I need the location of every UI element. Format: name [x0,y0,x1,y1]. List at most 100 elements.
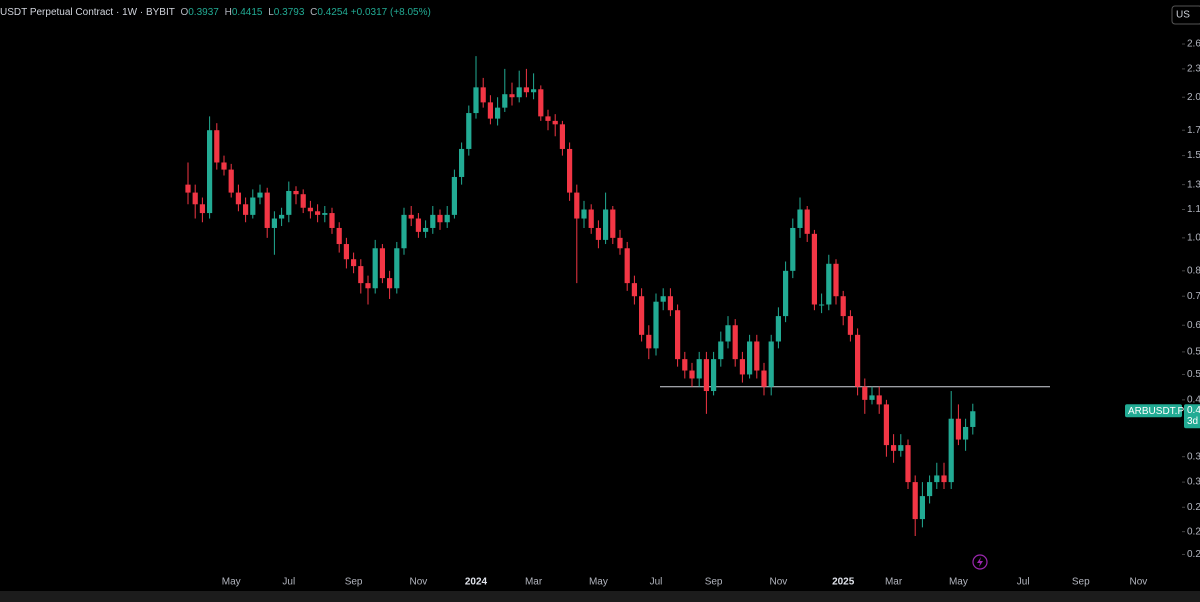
candle-body [423,227,429,232]
candle-body [653,301,659,349]
candle-body [898,445,904,451]
candle-body [819,304,825,306]
price-tag-countdown: 3d [1187,416,1198,427]
candle-body [459,148,465,177]
candle-body [927,482,933,497]
y-tick-label: 0.6 [1187,320,1200,331]
candle-body [970,411,976,427]
candle-body [401,214,407,249]
candle-body [221,162,227,170]
candle-body [437,214,443,223]
candle-body [192,192,198,205]
candle-body [631,283,637,297]
candle-body [855,334,861,387]
y-tick-label: 1.5 [1187,150,1200,161]
candle-body [833,263,839,297]
y-tick-label: 0.8 [1187,265,1200,276]
candle-body [509,94,515,98]
candle-body [271,218,277,228]
x-tick-label: Jul [1017,577,1030,588]
candle-body [264,192,270,228]
candle-body [934,475,940,483]
x-tick-label: May [949,577,968,588]
x-tick-label: May [589,577,608,588]
candle-body [963,426,969,440]
y-tick-label: 1.3 [1187,179,1200,190]
candle-body [523,87,529,93]
candle-body [905,445,911,483]
candle-body [588,209,594,228]
candle-body [948,418,954,483]
ohlc-key: C [310,7,318,18]
candle-body [538,89,544,117]
ohlc-value: 0.3793 [273,7,305,18]
candle-body [343,244,349,260]
candle-body [531,89,537,93]
candle-body [495,107,501,119]
candle-body [559,124,565,149]
y-tick-label: 0.2 [1187,549,1200,560]
y-tick-label: 2.0 [1187,92,1200,103]
candle-body [725,325,731,342]
candle-body [840,296,846,317]
candle-body [257,192,263,198]
y-tick-label: 0.4 [1187,394,1200,405]
candle-body [847,316,853,335]
ohlc-key: O [180,7,189,18]
price-tag-price: 0.4 [1187,405,1200,416]
price-tag-symbol-bg [1125,404,1182,418]
candle-body [732,325,738,360]
y-tick-label: 0.7 [1187,291,1200,302]
x-tick-label: 2024 [465,577,488,588]
y-tick-label: 0.5 [1187,347,1200,358]
candle-body [595,227,601,240]
candle-body [775,316,781,342]
candle-body [689,370,695,379]
event-icon[interactable] [972,554,988,570]
candle-body [243,204,249,215]
candle-body [451,176,457,215]
candle-body [430,214,436,228]
x-tick-label: Nov [410,577,428,588]
candle-body [912,482,918,520]
candle-body [739,359,745,375]
candle-body [516,87,522,98]
candle-body [639,296,645,335]
y-tick-label: 0.3 [1187,451,1200,462]
candle-body [199,204,205,214]
candle-body [214,130,220,163]
candle-body [703,359,709,392]
candle-body [869,395,875,400]
x-tick-label: Sep [1072,577,1090,588]
price-tag-symbol: ARBUSDT.P [1128,406,1184,417]
candle-body [394,248,400,289]
candle-body [804,209,810,234]
ohlc-value: 0.4415 [231,7,263,18]
candle-body [250,197,256,215]
y-tick-label: 1.7 [1187,125,1200,136]
candle-body [329,213,335,228]
candle-body [811,233,817,305]
candle-body [919,496,925,520]
candle-body [955,418,961,440]
candle-body [235,192,241,205]
candle-body [941,475,947,483]
candle-body [358,266,364,284]
event-bolt [977,557,983,567]
candle-body [473,87,479,114]
candle-body [797,209,803,228]
candle-body [682,359,688,371]
candle-body [718,341,724,360]
candle-body [293,190,299,195]
candle-body [415,218,421,232]
candle-body [300,194,306,208]
candle-body [660,296,666,302]
top-button[interactable] [1171,5,1200,25]
candle-body [790,227,796,271]
candle-body [761,370,767,387]
candle-body [487,102,493,119]
candle-body [480,87,486,103]
y-tick-label: 0.2 [1187,526,1200,537]
